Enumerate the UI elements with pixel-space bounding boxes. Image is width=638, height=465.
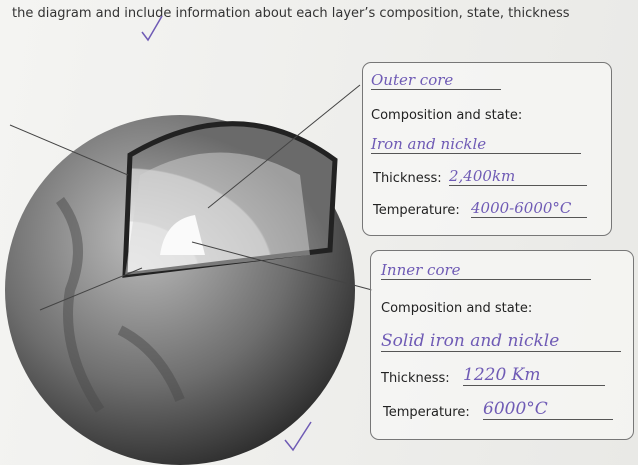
label: Composition and state: <box>381 301 532 316</box>
inner-core-box: Inner core Composition and state: Solid … <box>370 250 634 440</box>
label: Thickness: <box>373 171 442 186</box>
outer-core-box: Outer core Composition and state: Iron a… <box>362 62 612 236</box>
answer: 6000°C <box>483 399 613 420</box>
answer: 2,400km <box>449 167 587 186</box>
answer: 1220 Km <box>463 365 605 386</box>
answer: Solid iron and nickle <box>381 331 621 352</box>
layer-title: Inner core <box>381 261 591 280</box>
label: Temperature: <box>373 203 460 218</box>
answer: 4000-6000°C <box>471 199 587 218</box>
answer: Iron and nickle <box>371 135 581 154</box>
label: Temperature: <box>383 405 470 420</box>
label: Thickness: <box>381 371 450 386</box>
outer-core <box>125 153 310 276</box>
worksheet: the diagram and include information abou… <box>0 0 638 465</box>
layer-title: Outer core <box>371 71 501 90</box>
label: Composition and state: <box>371 108 522 123</box>
check-mark <box>142 16 162 40</box>
